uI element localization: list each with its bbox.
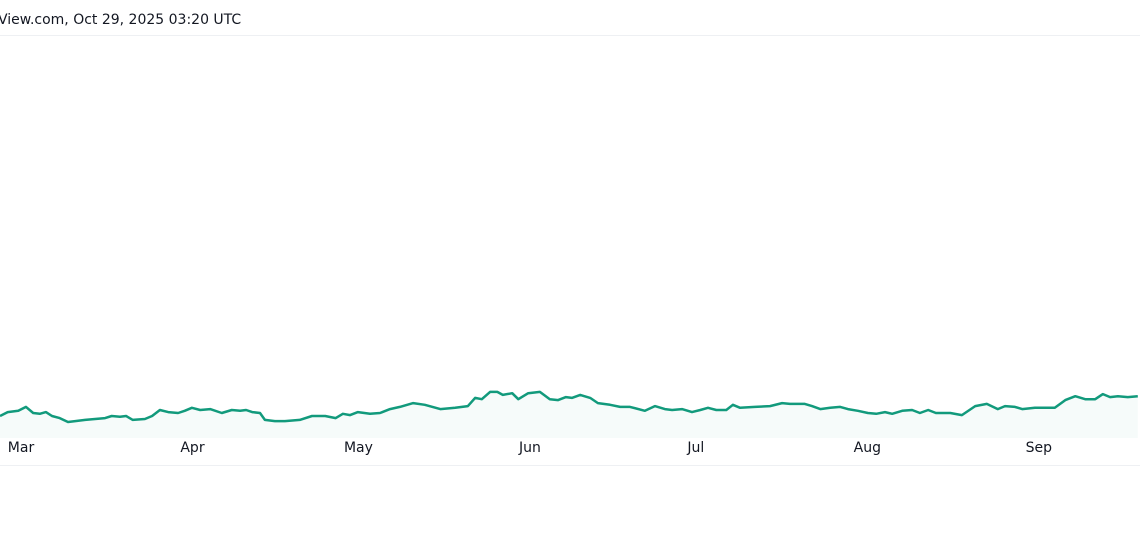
line (0, 390, 1138, 424)
x-tick-label: May (344, 440, 373, 456)
x-tick-label: Jul (686, 440, 704, 456)
x-tick-label: Sep (1026, 440, 1053, 456)
x-tick-label: Jun (518, 440, 541, 456)
x-tick-label: Mar (8, 440, 35, 456)
x-tick-label: Aug (854, 440, 881, 456)
x-tick-label: Apr (180, 440, 204, 456)
area (0, 391, 1138, 438)
chart-title: View.com, Oct 29, 2025 03:20 UTC (0, 12, 241, 28)
